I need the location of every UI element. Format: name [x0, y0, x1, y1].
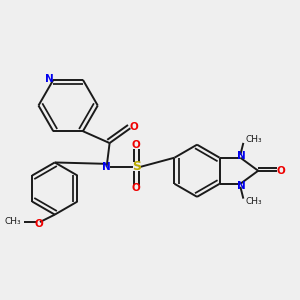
Text: S: S: [132, 160, 141, 173]
Text: N: N: [102, 162, 111, 172]
Text: O: O: [132, 140, 141, 150]
Text: N: N: [45, 74, 54, 84]
Text: CH₃: CH₃: [5, 217, 21, 226]
Text: O: O: [132, 183, 141, 194]
Text: CH₃: CH₃: [246, 197, 262, 206]
Text: N: N: [237, 151, 246, 161]
Text: O: O: [276, 166, 285, 176]
Text: CH₃: CH₃: [246, 135, 262, 144]
Text: N: N: [237, 181, 246, 190]
Text: O: O: [130, 122, 138, 132]
Text: O: O: [34, 218, 43, 229]
